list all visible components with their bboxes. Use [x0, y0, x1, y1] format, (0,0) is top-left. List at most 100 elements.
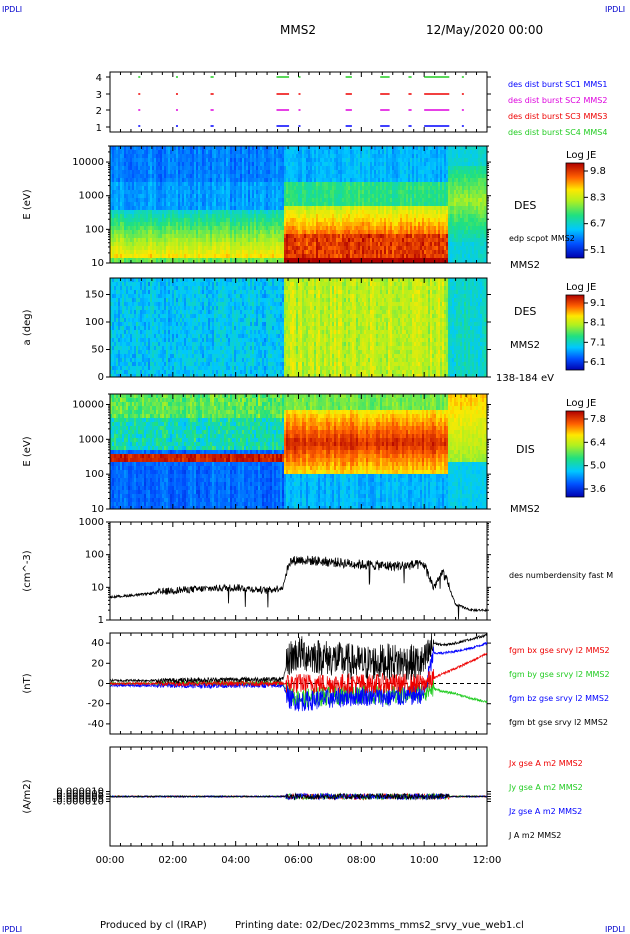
burst-panel-frame	[109, 71, 488, 133]
electron-spectrogram-colorbar	[565, 162, 585, 259]
burst-y-tick-label: 2	[96, 106, 102, 117]
electron-pitch-angle-colorbar-title: Log JE	[566, 282, 596, 293]
electron-pitch-angle-y-tick-label: 0	[98, 372, 104, 383]
electron-spectrogram-y-tick-label: 10	[91, 258, 104, 269]
x-tick-label: 12:00	[473, 855, 502, 866]
burst-legend-entry: des dist burst SC4 MMS4	[508, 128, 607, 137]
electron-pitch-angle-colorbar	[565, 294, 585, 371]
electron-density-y-tick-label: 1000	[79, 517, 104, 528]
electron-density-y-tick-label: 100	[85, 550, 104, 561]
electron-spectrogram-spacecraft: MMS2	[510, 260, 540, 271]
x-tick-label: 10:00	[410, 855, 439, 866]
density-series-line	[109, 555, 488, 620]
current-density-legend-entry: Jz gse A m2 MMS2	[508, 807, 582, 816]
x-tick-label: 08:00	[347, 855, 376, 866]
burst-legend-entry: des dist burst SC2 MMS2	[508, 96, 607, 105]
electron-pitch-angle-colorbar-tick-label: 7.1	[590, 337, 606, 348]
electron-pitch-angle-colorbar-tick-label: 8.1	[590, 318, 606, 329]
electron-spectrogram-instrument: DES	[514, 199, 536, 212]
electron-pitch-angle-colorbar-tick-label: 9.1	[590, 298, 606, 309]
footer-printing-date: Printing date: 02/Dec/2023	[235, 920, 370, 931]
corner-label-bottom-right: IPDLI	[605, 925, 625, 934]
electron-pitch-angle-instrument: DES	[514, 305, 536, 318]
current-density-y-tick-label: -0.000005	[53, 794, 104, 805]
ion-spectrogram-colorbar-title: Log JE	[566, 398, 596, 409]
electron-spectrogram-overlay: edp scpot MMS2	[509, 234, 575, 243]
electron-spectrogram-colorbar-tick-label: 5.1	[590, 245, 606, 256]
current-density-y-tick-label: 0.000000	[56, 792, 104, 803]
ion-spectrogram-y-tick-label: 10000	[72, 399, 104, 410]
ion-spectrogram-colorbar	[565, 410, 585, 498]
ion-spectrogram	[110, 394, 487, 509]
ion-spectrogram-ylabel: E (eV)	[22, 436, 33, 466]
burst-y-tick-label: 4	[96, 73, 102, 84]
bfield-series-line	[109, 652, 488, 695]
corner-label-bottom-left: IPDLI	[2, 925, 22, 934]
ion-spectrogram-colorbar-tick-label: 5.0	[590, 461, 606, 472]
electron-pitch-angle	[110, 278, 487, 377]
electron-pitch-angle-spacecraft: MMS2	[510, 340, 540, 351]
electron-pitch-angle-ylabel: a (deg)	[22, 309, 33, 345]
electron-spectrogram-colorbar-title: Log JE	[566, 150, 596, 161]
electron-pitch-angle-y-tick-label: 50	[91, 345, 104, 356]
ion-spectrogram-y-tick-label: 1000	[79, 434, 104, 445]
electron-spectrogram-y-tick-label: 1000	[79, 191, 104, 202]
magnetic-field-legend-entry: fgm bz gse srvy l2 MMS2	[509, 694, 609, 703]
electron-density-frame	[109, 521, 488, 621]
electron-spectrogram-colorbar-tick-label: 8.3	[590, 192, 606, 203]
electron-density-ylabel: (cm^-3)	[22, 550, 33, 591]
electron-spectrogram-ylabel: E (eV)	[22, 189, 33, 219]
panel-stack: 1 2 3 4 des dist burst SC1 MMS1 des dist burs…	[22, 71, 613, 866]
electron-pitch-angle-y-tick-label: 100	[85, 317, 104, 328]
x-tick-label: 02:00	[158, 855, 187, 866]
magnetic-field-y-tick-label: 40	[91, 638, 104, 649]
electron-spectrogram	[110, 146, 487, 263]
current-density-legend-entry: Jy gse A m2 MMS2	[508, 783, 583, 792]
ion-spectrogram-spacecraft: MMS2	[510, 504, 540, 515]
electron-density-legend-entry: des numberdensity fast M	[509, 571, 613, 580]
current-density-y-tick-label: 0.000010	[56, 787, 104, 798]
mission-title: MMS2	[280, 23, 316, 37]
corner-label-top-left: IPDLI	[2, 5, 22, 14]
corner-label-top-right: IPDLI	[605, 5, 625, 14]
footer-produced-by: Produced by cl (IRAP)	[100, 920, 207, 931]
electron-density-y-tick-label: 10	[91, 582, 104, 593]
electron-spectrogram-y-tick-label: 10000	[72, 157, 104, 168]
current-density-y-tick-label: -0.000010	[53, 796, 104, 807]
magnetic-field-legend-entry: fgm bt gse srvy l2 MMS2	[509, 718, 608, 727]
magnetic-field-y-tick-label: 20	[91, 658, 104, 669]
electron-spectrogram-colorbar-tick-label: 9.8	[590, 166, 606, 177]
burst-legend-entry: des dist burst SC3 MMS3	[508, 112, 607, 121]
burst-legend-entry: des dist burst SC1 MMS1	[508, 80, 607, 89]
magnetic-field-legend-entry: fgm bx gse srvy l2 MMS2	[509, 646, 610, 655]
electron-spectrogram-colorbar-tick-label: 6.7	[590, 219, 606, 230]
electron-density-y-tick-label: 1	[98, 615, 104, 626]
x-tick-label: 04:00	[221, 855, 250, 866]
ion-spectrogram-instrument: DIS	[516, 443, 535, 456]
current-density-y-tick-label: 0.000005	[56, 789, 104, 800]
magnetic-field-y-tick-label: -20	[88, 699, 104, 710]
current-density-legend-entry: J A m2 MMS2	[508, 831, 561, 840]
electron-pitch-angle-energy-range: 138-184 eV	[496, 373, 554, 384]
magnetic-field-legend-entry: fgm by gse srvy l2 MMS2	[509, 670, 610, 679]
magnetic-field-y-tick-label: 0	[98, 679, 104, 690]
electron-pitch-angle-y-tick-label: 150	[85, 290, 104, 301]
burst-y-tick-label: 3	[96, 90, 102, 101]
ion-spectrogram-colorbar-tick-label: 3.6	[590, 484, 606, 495]
x-tick-label: 06:00	[284, 855, 313, 866]
electron-pitch-angle-colorbar-tick-label: 6.1	[590, 357, 606, 368]
magnetic-field-y-tick-label: -40	[88, 719, 104, 730]
electron-spectrogram-y-tick-label: 100	[85, 224, 104, 235]
ion-spectrogram-colorbar-tick-label: 7.8	[590, 414, 606, 425]
date-title: 12/May/2020 00:00	[426, 23, 543, 37]
ion-spectrogram-y-tick-label: 10	[91, 504, 104, 515]
footer-filename: mms_mms2_srvy_vue_web1.cl	[370, 920, 524, 931]
current-series-line	[109, 792, 488, 801]
ion-spectrogram-y-tick-label: 100	[85, 469, 104, 480]
current-density-ylabel: (A/m2)	[22, 779, 33, 813]
x-tick-label: 00:00	[96, 855, 125, 866]
ion-spectrogram-colorbar-tick-label: 6.4	[590, 437, 606, 448]
current-density-legend-entry: Jx gse A m2 MMS2	[508, 759, 583, 768]
